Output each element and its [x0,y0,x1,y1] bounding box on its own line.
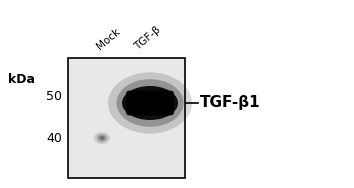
Text: TGF-β1: TGF-β1 [200,96,261,111]
Ellipse shape [108,72,192,134]
Text: 40: 40 [46,131,62,145]
Text: Mock: Mock [95,27,122,52]
Text: kDa: kDa [8,73,35,86]
Ellipse shape [97,134,107,142]
FancyBboxPatch shape [126,91,174,115]
FancyBboxPatch shape [68,58,185,178]
Text: 50: 50 [46,90,62,104]
Ellipse shape [94,132,110,144]
Ellipse shape [122,86,178,120]
Ellipse shape [130,92,170,114]
Ellipse shape [99,136,105,140]
Text: TGF-β: TGF-β [133,25,163,52]
Ellipse shape [116,79,184,127]
